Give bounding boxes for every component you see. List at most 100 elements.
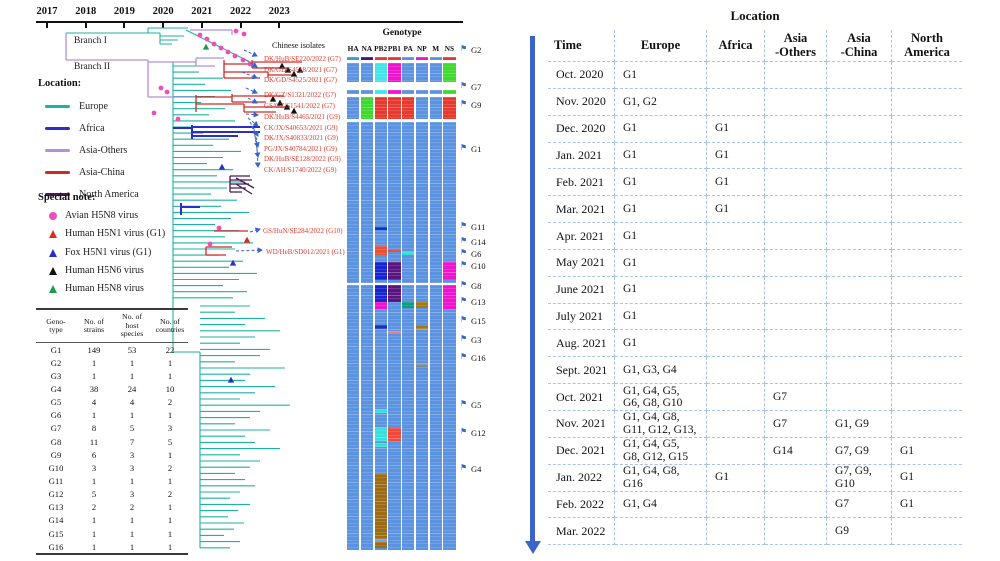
flag-icon: ⚑ [460, 352, 468, 361]
human-h5n6-marker [284, 66, 292, 73]
location-table-cell: G1 [892, 492, 962, 519]
location-table-cell: G7, G9 [827, 437, 892, 465]
chinese-isolate-label: DK/GZ/S1321/2022 (G7) [264, 91, 337, 99]
special-note-label: Avian H5N8 virus [65, 210, 139, 221]
chinese-isolate-label: GS/GZ/S1541/2022 (G7) [264, 101, 335, 110]
special-note-label: Human H5N8 virus [65, 283, 144, 294]
genotype-flag-label: G7 [471, 82, 482, 92]
location-table-cell [765, 88, 827, 116]
heatmap-overlay-cell [402, 252, 415, 255]
heatmap-column-header: M [432, 44, 440, 53]
host-triangle-icon [48, 266, 57, 275]
heatmap-band-cell [429, 122, 442, 283]
summary-cell: 11 [89, 436, 99, 447]
genotype-flag-label: G10 [471, 261, 486, 271]
location-table-time-cell: Aug. 2021 [548, 330, 615, 358]
timeline-tick [46, 23, 48, 28]
genotype-flag-label: G14 [471, 237, 486, 247]
heatmap-band-cell [415, 122, 429, 283]
human-h5n6-marker [269, 95, 277, 102]
location-table-cell: G1 [615, 223, 707, 250]
host-triangle-icon [48, 229, 57, 238]
summary-cell: 24 [127, 383, 137, 394]
isolate-pointer-arrow [247, 117, 259, 127]
summary-cell: 1 [129, 357, 135, 368]
location-table-cell: G1, G4 [615, 491, 707, 519]
heatmap-column-header: PB1 [387, 44, 401, 53]
location-table-cell: G14 [765, 437, 827, 465]
flag-icon: ⚑ [460, 315, 468, 324]
summary-cell: G11 [48, 475, 64, 486]
timeline-year-label: 2018 [75, 6, 97, 17]
location-table-cell [892, 384, 962, 411]
summary-cell: 1 [167, 357, 173, 368]
chinese-isolate-label: DK/HuB/SE128/2022 (G9) [264, 155, 341, 163]
avian-h5n8-marker [241, 31, 247, 37]
heatmap-band-cell [443, 285, 456, 550]
heatmap-band-cell [415, 90, 429, 94]
fox-h5n1-marker [218, 163, 226, 170]
special-note-label: Fox H5N1 virus (G1) [65, 247, 152, 258]
triangle-marker [48, 266, 57, 275]
chinese-isolate-label: DK/HuB/SE220/2022 (G7) [264, 55, 341, 63]
legend-item-africa: Africa [45, 123, 105, 134]
timeline-year-label: 2021 [191, 6, 213, 17]
chinese-isolate-label: DK/HuB/S4465/2021 (G9) [264, 113, 341, 121]
location-table-time-cell: Dec. 2021 [548, 437, 615, 465]
summary-cell: 2 [129, 502, 135, 513]
location-table-cell [707, 249, 765, 277]
summary-cell: G7 [50, 423, 62, 434]
legend-color-swatch [45, 127, 70, 130]
isolate-pointer-arrow [247, 97, 258, 104]
heatmap-band-cell [360, 62, 374, 82]
heatmap-band-cell [402, 57, 415, 60]
location-table-cell: G1 [615, 169, 707, 197]
tree-annotation-g1: WD/HeB/SD012/2021 (G1) [266, 248, 345, 256]
heatmap-title: Genotype [382, 28, 422, 38]
location-table-time-cell: Jan. 2021 [548, 142, 615, 170]
flag-icon: ⚑ [460, 81, 468, 90]
summary-cell: 5 [167, 436, 173, 447]
heatmap-band-cell [415, 62, 429, 82]
heatmap-band-cell [429, 285, 442, 550]
summary-cell: 10 [165, 383, 175, 394]
location-table-cell: G1 [615, 196, 707, 224]
genotype-flag-label: G9 [471, 100, 482, 110]
human-h5n1-marker [243, 236, 251, 243]
summary-cell: G13 [48, 502, 64, 513]
location-table-cell: G1, G4, G5, G6, G8, G10 [615, 384, 707, 411]
tree-annotation-g10: GS/HuN/SE284/2022 (G10) [263, 227, 343, 235]
location-table-cell [827, 357, 892, 385]
heatmap-band-cell [443, 97, 456, 119]
location-table-cell [827, 249, 892, 277]
timeline-tick [123, 23, 126, 28]
special-note-item: Human H5N1 virus (G1) [48, 228, 165, 239]
summary-cell: G12 [48, 489, 64, 500]
location-table-cell: G1 [707, 115, 765, 143]
location-table-cell: G1 [892, 438, 962, 465]
location-table-cell [707, 491, 765, 519]
summary-cell: 2 [167, 489, 173, 500]
summary-cell: 1 [129, 410, 135, 421]
avian-h5n8-marker [158, 85, 164, 91]
heatmap-band-cell [347, 97, 360, 119]
location-table-cell [707, 88, 765, 116]
timeline-tick [278, 23, 281, 28]
flag-icon: ⚑ [460, 236, 468, 245]
location-table-header-time: Time [548, 30, 615, 62]
heatmap-column-header: NA [361, 44, 373, 53]
summary-cell: G2 [50, 357, 62, 368]
summary-cell: 1 [91, 370, 97, 381]
location-table-cell [892, 330, 962, 358]
location-table-cell [707, 330, 765, 358]
heatmap-band-cell [429, 57, 442, 60]
location-table-cell [892, 304, 962, 331]
location-table: Time Europe Africa Asia -Others Asia -China N… [548, 30, 962, 546]
location-table-cell [892, 223, 962, 250]
genotype-flag-label: G15 [471, 316, 486, 326]
avian-h5n8-marker [233, 28, 239, 34]
heatmap-band-cell [388, 62, 401, 82]
avian-h5n8-marker [218, 45, 224, 51]
heatmap-overlay-cell [388, 262, 401, 280]
heatmap-overlay-cell [388, 428, 401, 441]
